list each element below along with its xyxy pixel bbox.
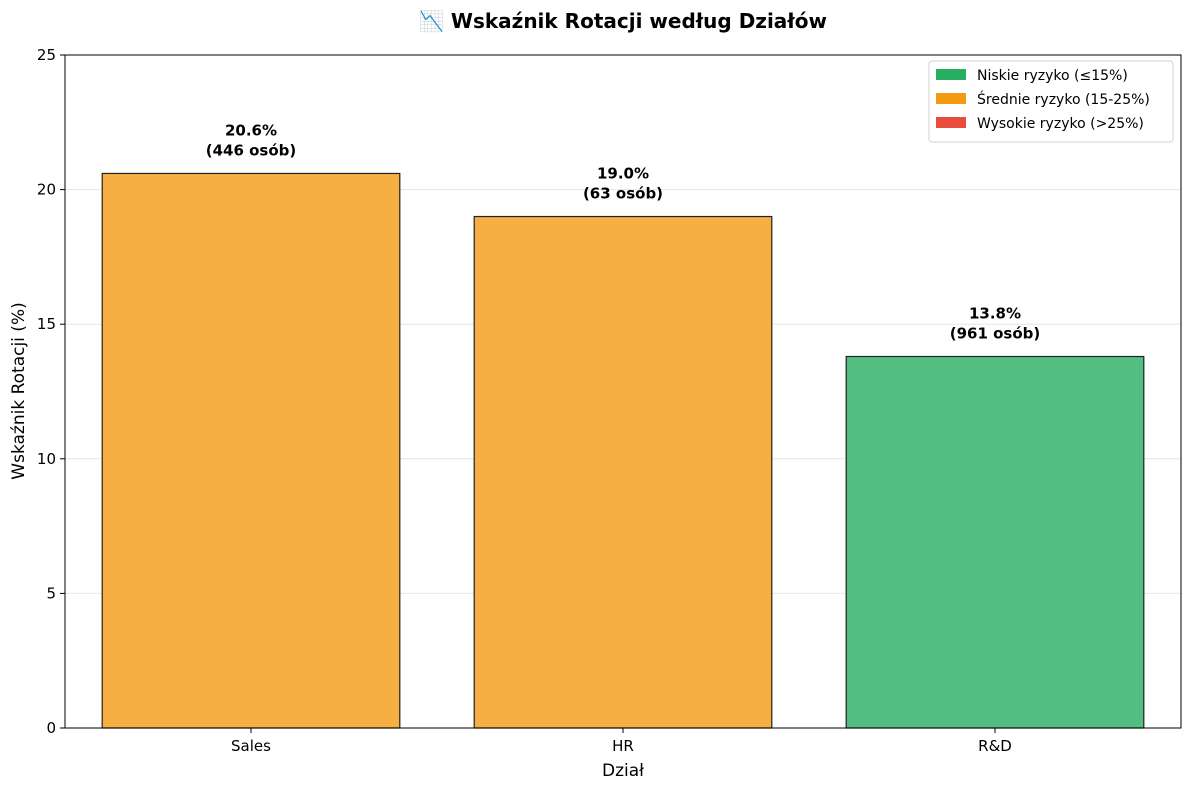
y-tick-label: 10 [37, 450, 56, 468]
y-tick-label: 25 [37, 46, 56, 64]
bar-r-d [845, 355, 1145, 729]
data-label-count: (63 osób) [583, 185, 663, 203]
x-tick-label: R&D [978, 737, 1012, 755]
y-axis-ticks: 0 5 10 15 20 25 [37, 46, 65, 737]
y-tick-label: 0 [46, 719, 56, 737]
data-labels-group: 20.6% (446 osób) 19.0% (63 osób) 13.8% (961 o… [206, 121, 1041, 342]
chart-title: 📉 Wskaźnik Rotacji według Działów [419, 9, 827, 33]
y-tick-label: 15 [37, 315, 56, 333]
data-label-value: 20.6% [225, 121, 277, 139]
legend: Niskie ryzyko (≤15%) Średnie ryzyko (15-2… [928, 60, 1174, 143]
data-label-count: (446 osób) [206, 141, 297, 159]
legend-label: Wysokie ryzyko (>25%) [977, 116, 1144, 132]
legend-swatch [936, 69, 966, 80]
y-tick-label: 20 [37, 181, 56, 199]
y-tick-label: 5 [46, 584, 56, 602]
legend-box [928, 60, 1174, 143]
bar-hr [473, 215, 773, 729]
legend-swatch [936, 93, 966, 104]
x-tick-label: HR [612, 737, 634, 755]
data-label-count: (961 osób) [950, 325, 1041, 343]
bars-group [101, 172, 1145, 729]
legend-swatch [936, 117, 966, 128]
data-label-value: 19.0% [597, 165, 649, 183]
bar-sales [101, 172, 401, 729]
x-axis-label: Dział [602, 761, 644, 781]
x-axis-ticks: Sales HR R&D [231, 728, 1012, 755]
data-label-value: 13.8% [969, 305, 1021, 323]
legend-label: Niskie ryzyko (≤15%) [977, 68, 1128, 84]
x-tick-label: Sales [231, 737, 271, 755]
legend-label: Średnie ryzyko (15-25%) [977, 90, 1150, 108]
y-axis-label: Wskaźnik Rotacji (%) [9, 302, 29, 479]
